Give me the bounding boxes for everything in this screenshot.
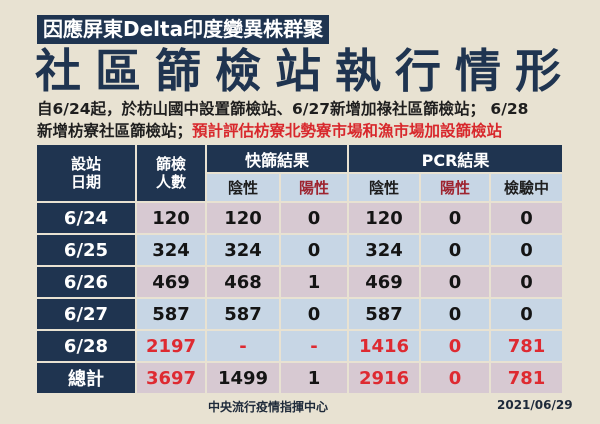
subtitle-tag: 因應屏東Delta印度變異株群聚 bbox=[37, 15, 330, 44]
row-date: 6/25 bbox=[37, 235, 135, 265]
row-pcr-negative: 120 bbox=[349, 203, 419, 233]
description-line-1: 自6/24起，於枋山國中設置篩檢站、6/27新增加祿社區篩檢站； 6/28 bbox=[37, 100, 529, 118]
row-pcr-pending: 0 bbox=[491, 203, 562, 233]
header-date: 設站 日期 bbox=[37, 145, 135, 201]
row-rapid-positive: 0 bbox=[281, 299, 347, 329]
row-pcr-negative: 469 bbox=[349, 267, 419, 297]
row-date: 6/27 bbox=[37, 299, 135, 329]
description: 自6/24起，於枋山國中設置篩檢站、6/27新增加祿社區篩檢站； 6/28 新增… bbox=[37, 98, 582, 142]
row-rapid-positive: 1 bbox=[281, 267, 347, 297]
row-pcr-negative: 587 bbox=[349, 299, 419, 329]
header-count: 篩檢 人數 bbox=[137, 145, 205, 201]
header-pcr-positive: 陽性 bbox=[421, 174, 489, 201]
description-line-2-text: 新增枋寮社區篩檢站； bbox=[37, 122, 193, 140]
screening-table: 設站 日期 篩檢 人數 快篩結果 PCR結果 陰性 陽性 陰性 陽性 檢驗中 6/2… bbox=[35, 143, 564, 395]
row-count: 324 bbox=[137, 235, 205, 265]
row-rapid-negative: 468 bbox=[207, 267, 279, 297]
row-count: 469 bbox=[137, 267, 205, 297]
row-rapid-positive: 0 bbox=[281, 203, 347, 233]
header-count-line1: 篩檢 bbox=[155, 155, 186, 173]
table-row-total: 總計 3697 1499 1 2916 0 781 bbox=[37, 363, 562, 393]
row-pcr-positive: 0 bbox=[421, 235, 489, 265]
row-date: 6/26 bbox=[37, 267, 135, 297]
row-pcr-positive: 0 bbox=[421, 363, 489, 393]
table-row: 6/25 324 324 0 324 0 0 bbox=[37, 235, 562, 265]
table-row: 6/28 2197 - - 1416 0 781 bbox=[37, 331, 562, 361]
row-date: 總計 bbox=[37, 363, 135, 393]
header-rapid-group: 快篩結果 bbox=[207, 145, 347, 172]
header-date-line2: 日期 bbox=[70, 173, 101, 191]
row-pcr-positive: 0 bbox=[421, 299, 489, 329]
row-rapid-positive: 1 bbox=[281, 363, 347, 393]
footer-date: 2021/06/29 bbox=[497, 398, 573, 412]
header-pcr-group: PCR結果 bbox=[349, 145, 562, 172]
page-title: 社區篩檢站執行情形 bbox=[35, 44, 575, 98]
row-pcr-positive: 0 bbox=[421, 331, 489, 361]
header-count-line2: 人數 bbox=[155, 173, 186, 191]
header-pcr-negative: 陰性 bbox=[349, 174, 419, 201]
header-pcr-pending: 檢驗中 bbox=[491, 174, 562, 201]
header-date-line1: 設站 bbox=[70, 155, 101, 173]
footer-organization: 中央流行疫情指揮中心 bbox=[208, 400, 329, 414]
row-count: 2197 bbox=[137, 331, 205, 361]
table-row: 6/27 587 587 0 587 0 0 bbox=[37, 299, 562, 329]
row-count: 120 bbox=[137, 203, 205, 233]
row-date: 6/28 bbox=[37, 331, 135, 361]
row-rapid-negative: 120 bbox=[207, 203, 279, 233]
row-rapid-negative: - bbox=[207, 331, 279, 361]
row-pcr-pending: 0 bbox=[491, 235, 562, 265]
row-rapid-positive: 0 bbox=[281, 235, 347, 265]
row-pcr-negative: 2916 bbox=[349, 363, 419, 393]
row-pcr-pending: 0 bbox=[491, 267, 562, 297]
row-rapid-negative: 324 bbox=[207, 235, 279, 265]
row-rapid-positive: - bbox=[281, 331, 347, 361]
row-rapid-negative: 587 bbox=[207, 299, 279, 329]
row-rapid-negative: 1499 bbox=[207, 363, 279, 393]
row-pcr-positive: 0 bbox=[421, 203, 489, 233]
row-pcr-positive: 0 bbox=[421, 267, 489, 297]
row-pcr-pending: 781 bbox=[491, 363, 562, 393]
description-line-2: 新增枋寮社區篩檢站；預計評估枋寮北勢寮市場和漁市場加設篩檢站 bbox=[37, 120, 582, 142]
description-line-2-highlight: 預計評估枋寮北勢寮市場和漁市場加設篩檢站 bbox=[192, 122, 503, 140]
row-pcr-negative: 324 bbox=[349, 235, 419, 265]
table-row: 6/24 120 120 0 120 0 0 bbox=[37, 203, 562, 233]
row-count: 587 bbox=[137, 299, 205, 329]
header-rapid-positive: 陽性 bbox=[281, 174, 347, 201]
row-count: 3697 bbox=[137, 363, 205, 393]
header-rapid-negative: 陰性 bbox=[207, 174, 279, 201]
row-date: 6/24 bbox=[37, 203, 135, 233]
row-pcr-pending: 781 bbox=[491, 331, 562, 361]
row-pcr-negative: 1416 bbox=[349, 331, 419, 361]
table-row: 6/26 469 468 1 469 0 0 bbox=[37, 267, 562, 297]
row-pcr-pending: 0 bbox=[491, 299, 562, 329]
